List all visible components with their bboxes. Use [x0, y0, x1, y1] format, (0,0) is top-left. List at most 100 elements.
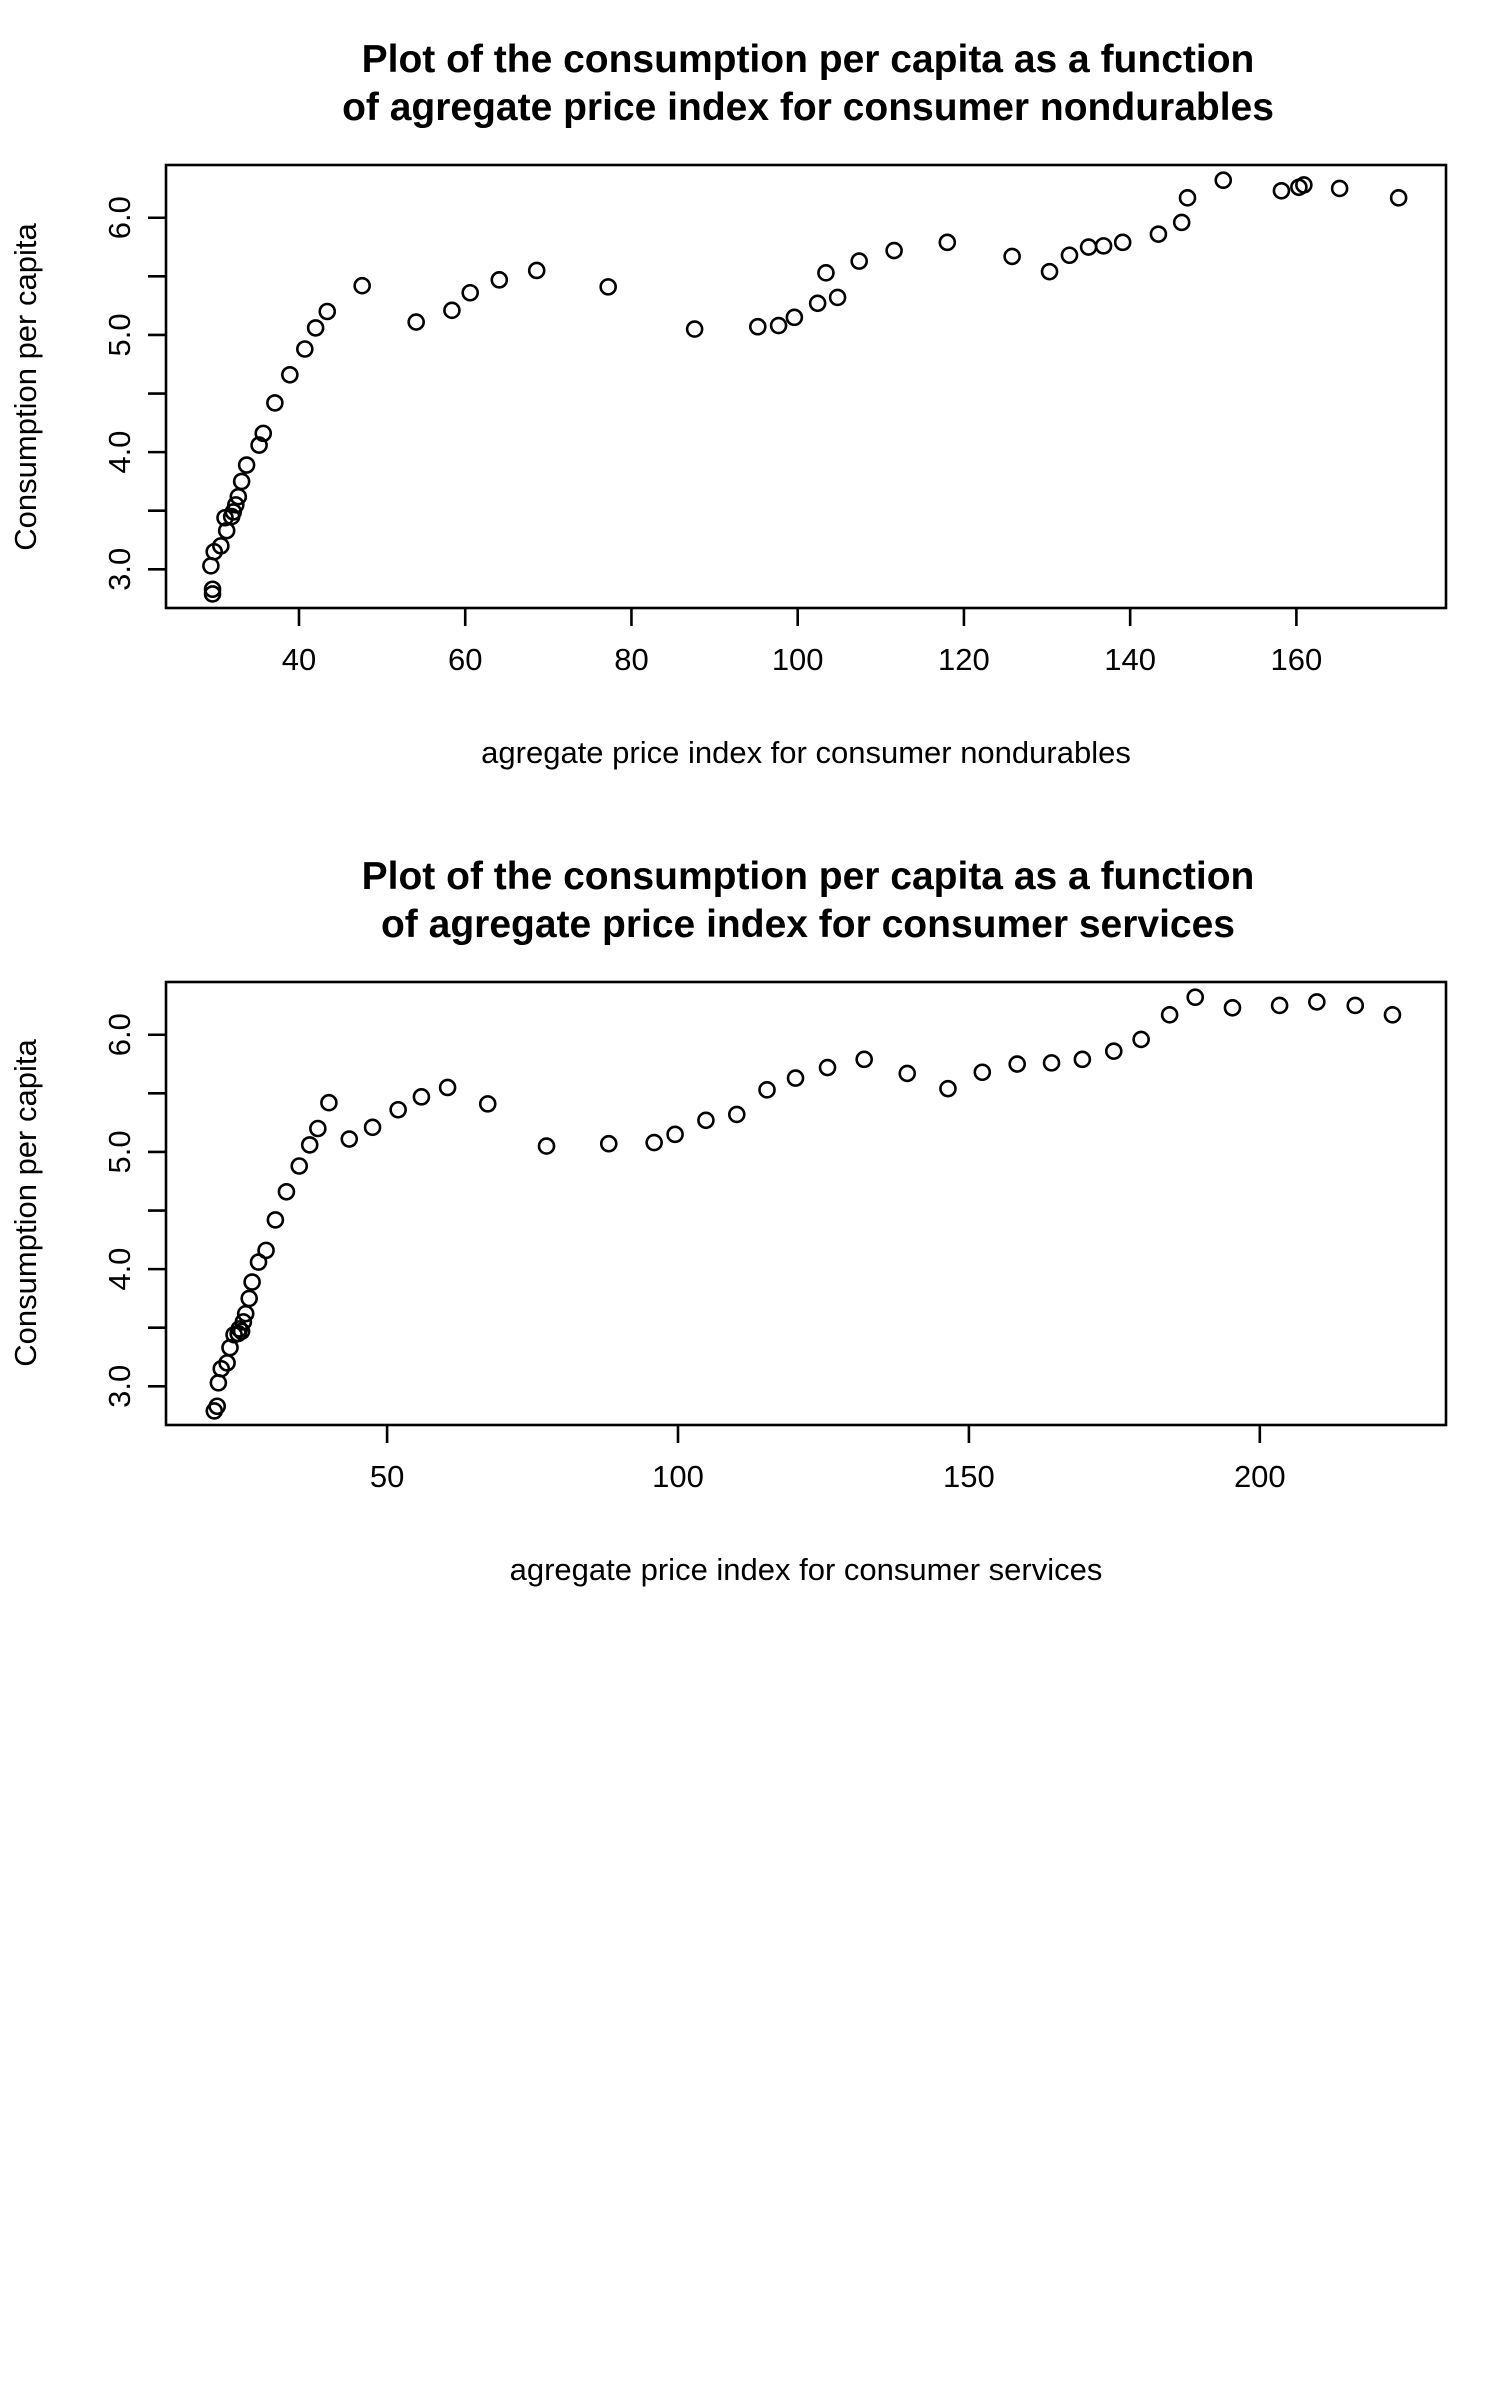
data-point	[1003, 247, 1021, 266]
data-point	[939, 1079, 957, 1098]
chart-title-line-1: Plot of the consumption per capita as a …	[362, 38, 1255, 81]
data-point	[1186, 988, 1205, 1007]
x-tick-label: 150	[943, 1459, 995, 1494]
data-point	[296, 340, 314, 358]
data-point	[412, 1088, 431, 1106]
x-tick-label: 120	[938, 642, 990, 677]
data-point	[599, 278, 617, 296]
data-point	[309, 1119, 327, 1138]
data-point	[1008, 1055, 1027, 1073]
data-point	[1270, 996, 1289, 1015]
x-tick-label: 60	[448, 642, 482, 677]
x-tick-label: 50	[370, 1459, 404, 1494]
chart-services: Plot of the consumption per capita as a …	[8, 855, 1448, 1587]
data-point	[250, 436, 268, 454]
chart-title-line-2: of agregate price index for consumer ser…	[381, 903, 1235, 946]
data-point	[645, 1133, 663, 1152]
data-point	[438, 1078, 457, 1097]
data-point	[1295, 176, 1313, 194]
data-point	[748, 317, 767, 336]
data-point	[1383, 1006, 1402, 1024]
data-point	[1060, 246, 1079, 265]
data-point	[290, 1157, 309, 1175]
x-tick-label: 140	[1104, 642, 1156, 677]
data-point	[209, 1374, 228, 1392]
y-tick-label: 4.0	[102, 431, 137, 474]
data-points	[205, 988, 1402, 1420]
data-point	[1346, 996, 1365, 1015]
data-point	[599, 1134, 618, 1153]
y-tick-label: 4.0	[102, 1248, 137, 1291]
data-point	[203, 580, 222, 599]
data-point	[243, 1273, 261, 1291]
data-point	[1223, 998, 1242, 1017]
y-tick-label: 3.0	[102, 548, 137, 591]
data-point	[234, 1313, 253, 1331]
x-tick-label: 160	[1271, 642, 1323, 677]
data-point	[1079, 238, 1098, 256]
data-point	[973, 1063, 992, 1082]
data-point	[208, 1397, 226, 1416]
data-point	[320, 1093, 338, 1112]
data-point	[666, 1125, 684, 1144]
chart-nondurables: Plot of the consumption per capita as a …	[8, 38, 1448, 770]
data-point	[1040, 262, 1059, 281]
data-point	[1104, 1042, 1123, 1060]
data-point	[758, 1081, 776, 1099]
data-point	[353, 276, 371, 295]
data-point	[527, 261, 546, 280]
data-point	[808, 294, 827, 313]
data-point	[850, 252, 868, 270]
data-point	[266, 394, 284, 412]
plot-frame	[164, 163, 1448, 610]
data-point	[1330, 179, 1349, 198]
data-point	[340, 1130, 359, 1148]
data-point	[478, 1095, 497, 1113]
data-point	[727, 1105, 746, 1124]
x-axis: 40 60 80 100 120 140 160	[282, 608, 1323, 677]
data-point	[1094, 237, 1113, 255]
data-point	[363, 1118, 382, 1137]
data-point	[389, 1100, 407, 1119]
data-point	[855, 1050, 873, 1069]
x-axis-label: agregate price index for consumer servic…	[510, 1552, 1103, 1587]
data-point	[306, 319, 325, 337]
data-point	[281, 365, 299, 384]
data-point	[232, 1322, 251, 1341]
data-point	[1132, 1030, 1150, 1049]
data-point	[212, 1359, 231, 1378]
data-point	[785, 308, 804, 327]
data-point	[885, 241, 903, 260]
data-point	[786, 1069, 805, 1087]
data-point	[407, 313, 425, 331]
data-point	[1073, 1050, 1092, 1069]
data-point	[697, 1111, 715, 1130]
chart-title-line-1: Plot of the consumption per capita as a …	[362, 855, 1255, 898]
data-point	[202, 557, 220, 575]
data-point	[537, 1137, 556, 1155]
data-point	[227, 496, 245, 514]
x-tick-label: 40	[282, 642, 316, 677]
data-point	[203, 585, 222, 603]
data-point	[237, 456, 256, 474]
data-point	[266, 1211, 285, 1229]
data-point	[212, 537, 230, 555]
data-point	[1149, 225, 1168, 243]
data-point	[240, 1289, 258, 1308]
data-point	[254, 424, 273, 443]
x-tick-label: 100	[652, 1459, 704, 1494]
chart-title-line-2: of agregate price index for consumer non…	[342, 86, 1274, 129]
x-axis: 50 100 150 200	[370, 1425, 1286, 1494]
data-point	[232, 472, 251, 491]
data-points	[202, 171, 1408, 603]
data-point	[1042, 1054, 1061, 1072]
x-tick-label: 80	[614, 642, 648, 677]
data-point	[1272, 181, 1291, 200]
y-tick-label: 5.0	[102, 1130, 137, 1173]
data-point	[1308, 993, 1326, 1011]
data-point	[828, 288, 847, 307]
data-point	[257, 1241, 275, 1260]
data-point	[769, 316, 788, 335]
y-axis-label: Consumption per capita	[8, 1039, 43, 1367]
